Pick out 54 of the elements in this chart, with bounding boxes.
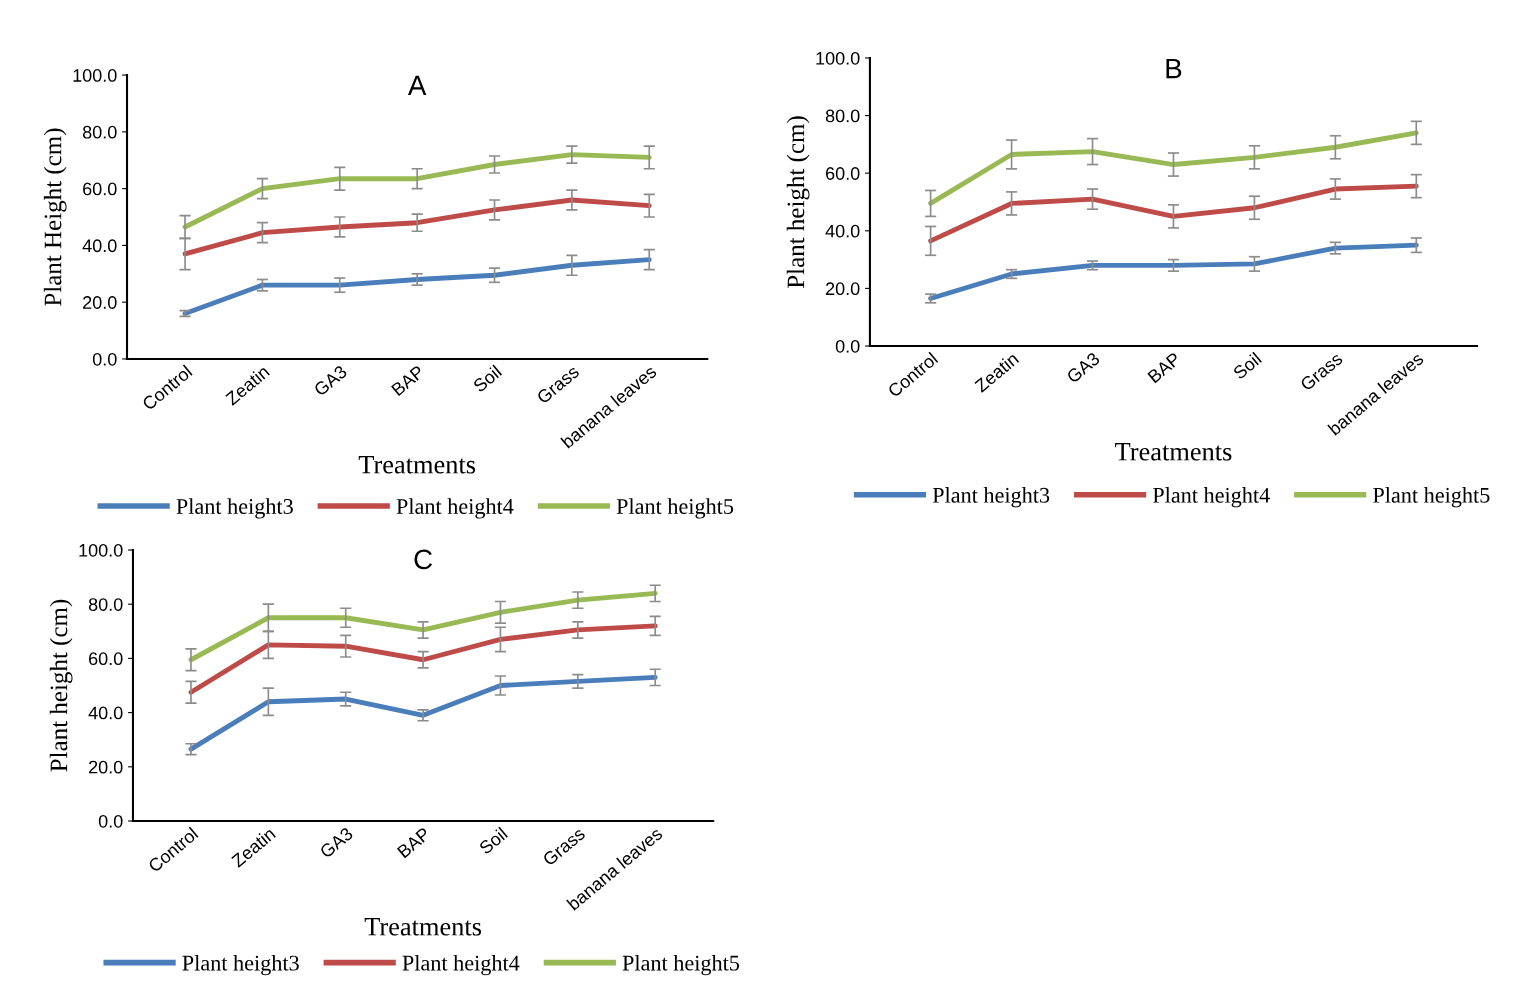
y-tick-label: 40.0: [825, 224, 860, 238]
y-tick-label: 20.0: [89, 760, 123, 774]
y-tick-label: 60.0: [825, 167, 860, 180]
legend-label: Plant height3: [932, 487, 1050, 508]
y-axis-title: Plant height (cm): [786, 116, 810, 289]
x-axis-title: Treatments: [358, 456, 476, 474]
y-tick-label: 40.0: [88, 706, 123, 720]
y-tick-label: 0.0: [92, 352, 117, 366]
x-tick-label: Soil: [472, 364, 503, 393]
legend-label: Plant height4: [402, 954, 520, 976]
x-tick-label: Soil: [1231, 351, 1263, 380]
line-series: [928, 183, 1419, 244]
x-tick-label: BAP: [396, 826, 431, 859]
y-tick-label: 60.0: [89, 652, 123, 666]
x-tick-label: Soil: [478, 826, 509, 855]
line-series: [188, 590, 658, 663]
line-series: [188, 674, 658, 752]
x-tick-label: GA3: [319, 826, 354, 859]
chart-title: B: [1166, 59, 1182, 79]
legend-label: Plant height5: [616, 498, 734, 519]
legend-label: Plant height4: [396, 498, 514, 519]
x-axis-title: Treatments: [364, 918, 482, 936]
y-axis-title: Plant height (cm): [49, 599, 73, 772]
line-series: [182, 257, 652, 316]
x-axis-title: Treatments: [1115, 443, 1232, 461]
x-tick-label: BAP: [1147, 351, 1182, 384]
y-axis-title: Plant Height (cm): [43, 128, 67, 306]
legend-label: Plant height3: [182, 954, 299, 976]
x-tick-label: GA3: [313, 364, 348, 397]
y-tick-label: 100.0: [73, 69, 117, 82]
y-tick-label: 80.0: [82, 125, 117, 139]
line-series: [928, 242, 1419, 301]
line-series: [182, 152, 652, 230]
line-series: [928, 130, 1419, 206]
line-series: [188, 623, 658, 695]
y-tick-label: 80.0: [88, 598, 123, 611]
legend-label: Plant height5: [1373, 487, 1490, 508]
line-series: [182, 197, 652, 257]
y-tick-label: 80.0: [825, 109, 860, 123]
chart-title: A: [407, 75, 427, 95]
y-tick-label: 0.0: [98, 814, 123, 828]
legend-label: Plant height5: [622, 954, 740, 976]
y-tick-label: 40.0: [82, 239, 117, 253]
x-tick-label: GA3: [1065, 351, 1101, 384]
legend-label: Plant height3: [176, 498, 293, 519]
x-tick-label: BAP: [391, 364, 425, 397]
y-tick-label: 0.0: [835, 339, 860, 353]
y-tick-label: 100.0: [816, 51, 860, 65]
legend-label: Plant height4: [1152, 487, 1270, 508]
y-tick-label: 60.0: [83, 182, 117, 196]
y-tick-label: 100.0: [79, 543, 123, 557]
y-tick-label: 20.0: [83, 296, 117, 309]
y-tick-label: 20.0: [825, 282, 860, 296]
chart-title: C: [414, 549, 433, 570]
